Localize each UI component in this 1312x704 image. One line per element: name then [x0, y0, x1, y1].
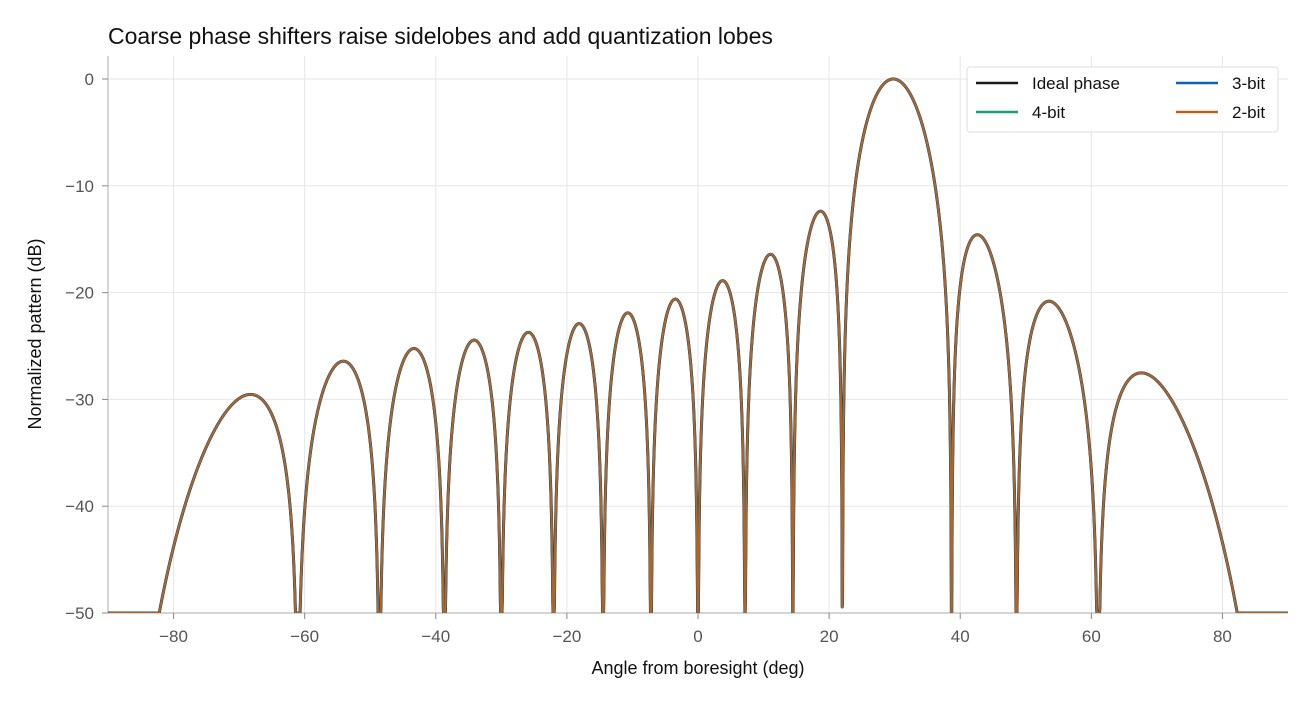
x-tick-label: 80	[1213, 627, 1232, 646]
y-axis-label: Normalized pattern (dB)	[25, 238, 45, 429]
legend-label-ideal-phase: Ideal phase	[1032, 74, 1120, 93]
series-group	[108, 77, 1288, 613]
y-tick-label: −50	[65, 604, 94, 623]
x-tick-label: −40	[421, 627, 450, 646]
x-tick-label: 0	[693, 627, 702, 646]
y-tick-label: −10	[65, 177, 94, 196]
y-tick-label: −20	[65, 284, 94, 303]
y-tick-label: −40	[65, 497, 94, 516]
series-line-2-bit	[108, 78, 1288, 613]
x-tick-label: 60	[1082, 627, 1101, 646]
ticks: −80 −60 −40 −20 0 20 40 60 80 0 −10 −20 −30 −40 −50	[65, 70, 1232, 646]
x-tick-label: −20	[552, 627, 581, 646]
x-tick-label: −60	[290, 627, 319, 646]
x-tick-label: 40	[951, 627, 970, 646]
y-tick-label: −30	[65, 390, 94, 409]
legend: Ideal phase 4-bit 3-bit 2-bit	[966, 66, 1279, 133]
chart-title: Coarse phase shifters raise sidelobes an…	[108, 23, 773, 49]
legend-label-2-bit: 2-bit	[1232, 103, 1265, 122]
legend-label-3-bit: 3-bit	[1232, 74, 1265, 93]
x-tick-label: 20	[820, 627, 839, 646]
y-tick-label: 0	[85, 70, 94, 89]
legend-label-4-bit: 4-bit	[1032, 103, 1065, 122]
x-tick-label: −80	[159, 627, 188, 646]
x-axis-label: Angle from boresight (deg)	[591, 658, 804, 678]
